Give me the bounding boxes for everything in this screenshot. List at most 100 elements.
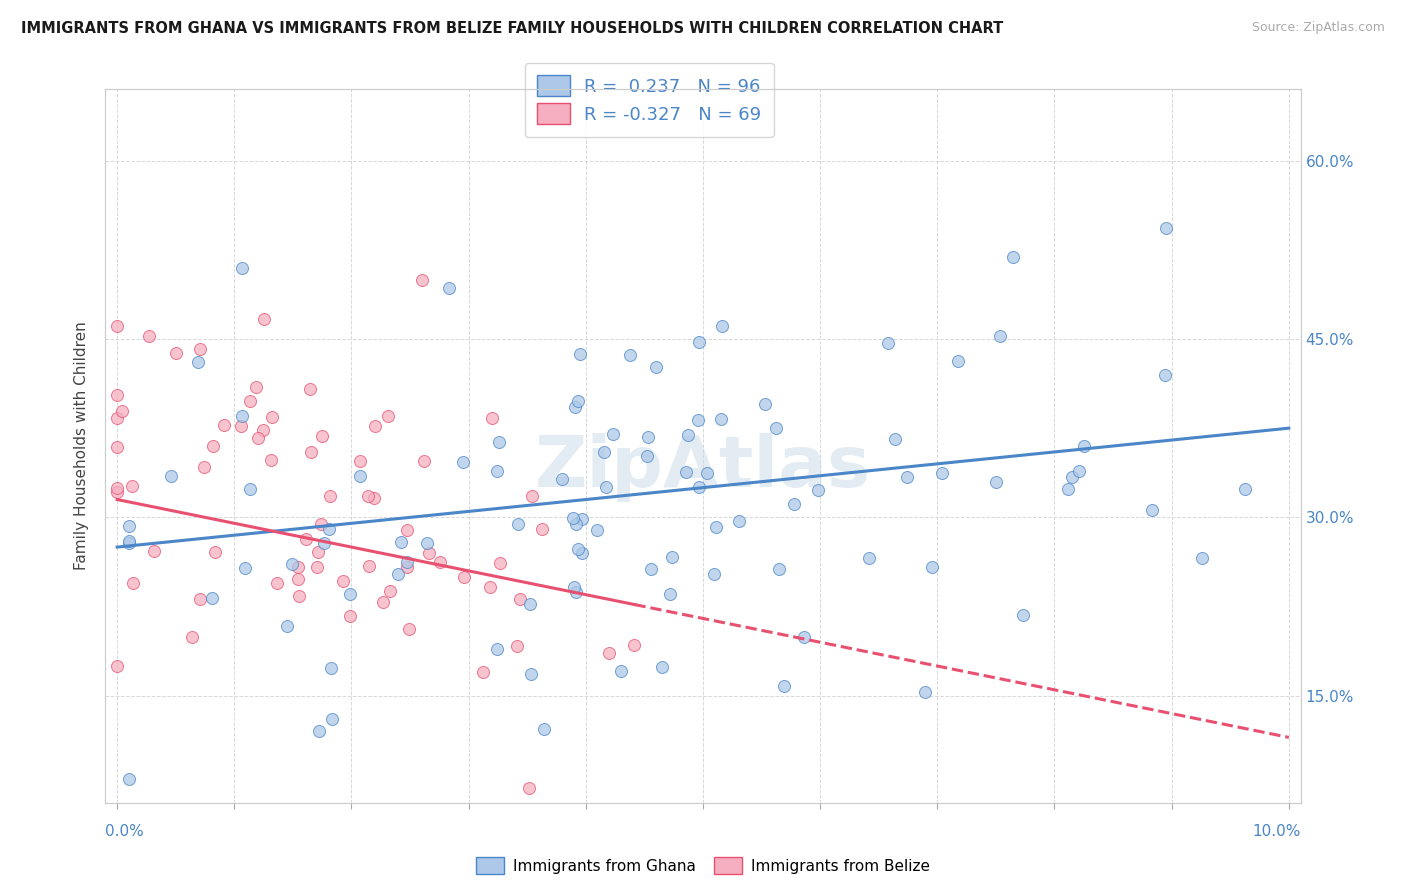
- Point: [1154, 220, 1177, 235]
- Point: [585, 523, 607, 537]
- Point: [276, 619, 298, 633]
- Point: [520, 489, 543, 503]
- Point: [357, 558, 380, 573]
- Point: [486, 642, 509, 657]
- Point: [118, 536, 141, 550]
- Point: [636, 450, 658, 464]
- Point: [703, 566, 725, 581]
- Point: [349, 468, 371, 483]
- Point: [395, 559, 418, 574]
- Point: [339, 609, 361, 624]
- Point: [1233, 483, 1256, 497]
- Point: [429, 555, 451, 569]
- Point: [565, 517, 588, 532]
- Point: [688, 334, 710, 349]
- Point: [307, 545, 329, 559]
- Point: [884, 433, 907, 447]
- Point: [309, 516, 332, 531]
- Point: [295, 533, 318, 547]
- Point: [485, 464, 508, 478]
- Point: [782, 497, 804, 511]
- Point: [914, 685, 936, 699]
- Point: [105, 411, 128, 425]
- Point: [651, 660, 673, 674]
- Y-axis label: Family Households with Children: Family Households with Children: [75, 322, 90, 570]
- Point: [231, 260, 253, 275]
- Point: [307, 560, 329, 574]
- Point: [387, 567, 409, 582]
- Point: [380, 583, 402, 598]
- Point: [610, 664, 633, 678]
- Point: [111, 403, 134, 417]
- Point: [688, 480, 710, 494]
- Point: [121, 576, 143, 591]
- Point: [453, 569, 475, 583]
- Point: [1067, 464, 1090, 478]
- Point: [565, 584, 588, 599]
- Point: [105, 482, 128, 496]
- Point: [229, 419, 252, 434]
- Point: [187, 355, 209, 369]
- Point: [201, 439, 224, 453]
- Point: [509, 591, 531, 606]
- Point: [675, 465, 697, 479]
- Point: [188, 592, 211, 607]
- Point: [239, 394, 262, 409]
- Point: [676, 428, 699, 442]
- Point: [143, 543, 166, 558]
- Point: [489, 556, 512, 570]
- Legend: R =  0.237   N = 96, R = -0.327   N = 69: R = 0.237 N = 96, R = -0.327 N = 69: [524, 62, 773, 136]
- Point: [364, 418, 387, 433]
- Point: [768, 562, 790, 576]
- Point: [363, 491, 385, 505]
- Point: [377, 409, 399, 423]
- Point: [765, 421, 787, 435]
- Point: [193, 459, 215, 474]
- Point: [105, 387, 128, 401]
- Point: [321, 712, 343, 726]
- Point: [1002, 250, 1025, 264]
- Point: [188, 342, 211, 356]
- Point: [561, 510, 583, 524]
- Point: [519, 597, 541, 611]
- Point: [451, 455, 474, 469]
- Point: [1060, 470, 1083, 484]
- Point: [212, 418, 235, 433]
- Point: [562, 580, 585, 594]
- Point: [118, 519, 141, 533]
- Point: [659, 586, 682, 600]
- Point: [533, 722, 555, 736]
- Point: [138, 329, 160, 343]
- Point: [105, 318, 128, 333]
- Point: [517, 780, 540, 795]
- Point: [793, 630, 815, 644]
- Point: [896, 469, 918, 483]
- Point: [165, 346, 187, 360]
- Point: [567, 542, 589, 557]
- Point: [592, 445, 614, 459]
- Point: [321, 661, 343, 675]
- Point: [1056, 482, 1078, 496]
- Point: [946, 354, 969, 368]
- Point: [253, 311, 276, 326]
- Point: [637, 430, 659, 444]
- Point: [1073, 439, 1095, 453]
- Point: [252, 423, 274, 437]
- Point: [506, 516, 529, 531]
- Point: [710, 412, 733, 426]
- Point: [318, 523, 340, 537]
- Point: [357, 489, 380, 503]
- Point: [1140, 503, 1163, 517]
- Point: [418, 545, 440, 559]
- Point: [619, 348, 641, 362]
- Point: [204, 545, 226, 559]
- Point: [159, 469, 181, 483]
- Point: [661, 549, 683, 564]
- Point: [437, 281, 460, 295]
- Point: [118, 534, 141, 549]
- Point: [298, 383, 321, 397]
- Text: 0.0%: 0.0%: [105, 824, 145, 839]
- Point: [416, 535, 439, 549]
- Point: [710, 318, 733, 333]
- Point: [332, 574, 354, 589]
